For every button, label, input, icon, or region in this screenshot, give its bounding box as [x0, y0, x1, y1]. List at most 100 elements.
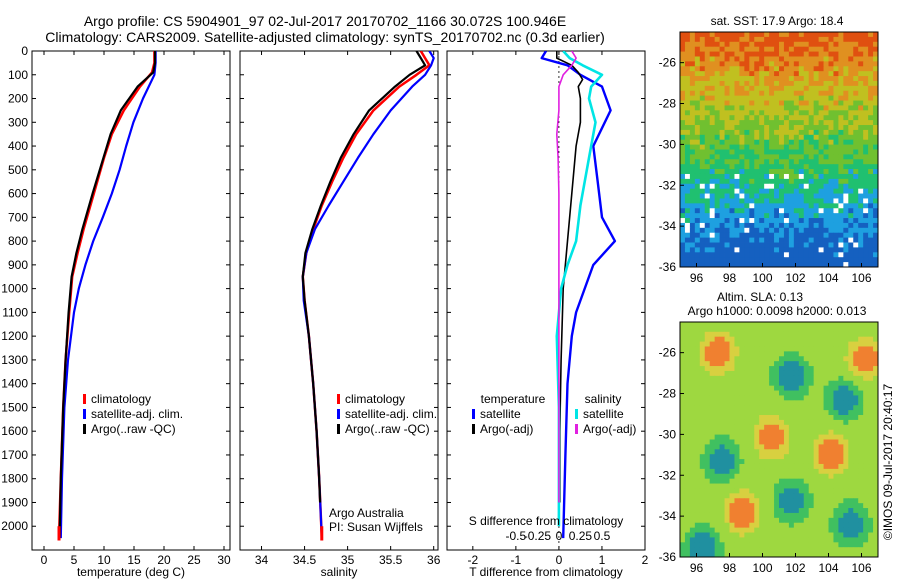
- map-cell: [734, 439, 740, 445]
- map-cell: [699, 80, 706, 87]
- map-cell: [808, 351, 815, 357]
- map-cell: [779, 56, 785, 62]
- map-cell: [699, 419, 706, 426]
- map-cell: [689, 385, 696, 391]
- map-cell: [724, 159, 730, 165]
- map-cell: [858, 508, 864, 514]
- map-cell: [783, 144, 790, 150]
- map-cell: [818, 375, 824, 382]
- map-cell: [793, 449, 800, 455]
- map-cell: [833, 542, 839, 548]
- map-cell: [848, 262, 854, 267]
- map-cell: [684, 395, 691, 401]
- map-cell: [764, 400, 770, 406]
- map-cell: [694, 51, 701, 57]
- map-cell: [853, 415, 859, 421]
- map-cell: [734, 110, 740, 116]
- map-cell: [759, 232, 765, 239]
- map-cell: [833, 503, 839, 509]
- map-cell: [808, 71, 815, 77]
- map-cell: [729, 370, 735, 377]
- map-cell: [680, 232, 686, 239]
- map-cell: [680, 503, 686, 509]
- map-cell: [709, 56, 716, 62]
- map-cell: [709, 370, 716, 377]
- map-cell: [734, 85, 740, 92]
- map-cell: [803, 169, 810, 175]
- map-cell: [873, 56, 878, 62]
- map-cell: [798, 552, 805, 557]
- map-cell: [754, 405, 760, 411]
- map-cell: [783, 90, 790, 97]
- map-cell: [699, 537, 706, 543]
- map-cell: [848, 473, 854, 480]
- map-cell: [788, 139, 795, 146]
- map-cell: [759, 90, 765, 97]
- map-cell: [863, 115, 869, 121]
- map-cell: [714, 415, 720, 421]
- map-cell: [779, 125, 785, 131]
- map-cell: [709, 537, 716, 543]
- map-cell: [783, 198, 790, 204]
- map-cell: [803, 356, 810, 362]
- map-cell: [873, 46, 878, 52]
- map-cell: [769, 512, 775, 519]
- map-cell: [709, 208, 716, 214]
- map-cell: [833, 498, 839, 504]
- map-cell: [754, 498, 760, 504]
- map-cell: [783, 120, 790, 126]
- map-cell: [764, 405, 770, 411]
- map-cell: [818, 169, 824, 175]
- map-cell: [744, 547, 750, 553]
- map-cell: [863, 366, 869, 372]
- map-cell: [788, 415, 795, 421]
- map-cell: [689, 547, 696, 553]
- map-cell: [818, 61, 824, 67]
- differences-xlabel: T difference from climatology: [469, 565, 623, 579]
- map-cell: [858, 213, 864, 219]
- map-cell: [764, 252, 770, 258]
- map-cell: [724, 213, 730, 219]
- map-cell: [724, 134, 730, 141]
- map-cell: [729, 415, 735, 421]
- map-cell: [769, 85, 775, 92]
- map-cell: [788, 159, 795, 165]
- map-cell: [873, 208, 878, 214]
- map-cell: [853, 459, 859, 465]
- map-cell: [833, 169, 839, 175]
- map-cell: [838, 242, 844, 248]
- map-cell: [694, 242, 701, 248]
- map-cell: [818, 410, 824, 416]
- map-cell: [724, 468, 730, 475]
- map-cell: [719, 375, 725, 382]
- map-cell: [689, 336, 696, 342]
- map-cell: [694, 493, 701, 499]
- sla-map-ytick-label: -32: [659, 468, 677, 482]
- map-cell: [853, 517, 859, 524]
- map-cell: [699, 405, 706, 411]
- map-cell: [749, 41, 755, 48]
- map-cell: [709, 522, 716, 529]
- map-cell: [734, 257, 740, 263]
- map-cell: [729, 80, 735, 87]
- map-cell: [744, 356, 750, 362]
- map-cell: [769, 410, 775, 416]
- map-cell: [828, 188, 834, 194]
- sst-map-xtick-label: 102: [785, 271, 805, 285]
- map-cell: [759, 503, 765, 509]
- map-cell: [863, 149, 869, 155]
- map-cell: [813, 208, 819, 214]
- map-cell: [704, 390, 711, 396]
- map-cell: [798, 503, 805, 509]
- map-cell: [729, 227, 735, 234]
- map-cell: [803, 242, 810, 248]
- map-cell: [838, 419, 844, 426]
- map-cell: [788, 232, 795, 239]
- map-cell: [868, 154, 874, 160]
- map-cell: [754, 351, 760, 357]
- map-cell: [709, 429, 716, 436]
- map-cell: [868, 498, 874, 504]
- map-cell: [798, 429, 805, 436]
- map-cell: [689, 110, 696, 116]
- map-cell: [798, 159, 805, 165]
